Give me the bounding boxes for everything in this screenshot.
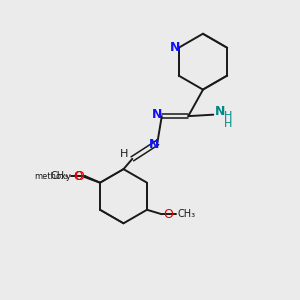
Text: H: H bbox=[120, 148, 128, 158]
Text: O: O bbox=[74, 170, 84, 183]
Text: CH₃: CH₃ bbox=[51, 171, 69, 181]
Text: H: H bbox=[224, 111, 232, 121]
Text: CH₃: CH₃ bbox=[178, 209, 196, 219]
Text: O: O bbox=[163, 208, 173, 221]
Text: N: N bbox=[152, 108, 163, 121]
Text: N: N bbox=[170, 41, 180, 54]
Text: H: H bbox=[224, 119, 232, 129]
Text: O: O bbox=[74, 170, 83, 183]
Text: N: N bbox=[149, 138, 160, 151]
Text: methoxy: methoxy bbox=[34, 172, 71, 181]
Text: N: N bbox=[215, 105, 225, 118]
